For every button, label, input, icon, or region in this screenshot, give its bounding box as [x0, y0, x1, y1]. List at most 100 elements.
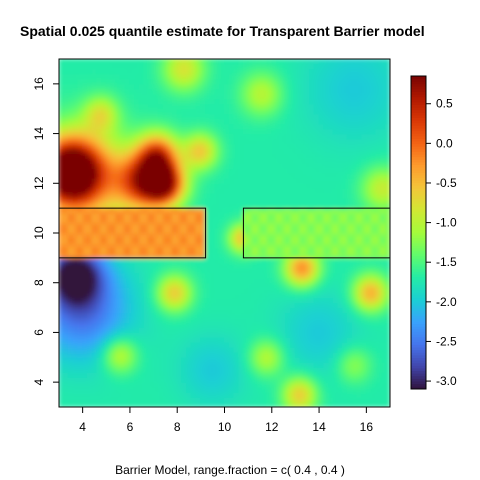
heatmap-cell [224, 292, 230, 299]
heatmap-cell [162, 391, 169, 398]
heatmap-cell [91, 391, 98, 398]
heatmap-cell [370, 267, 377, 274]
heatmap-cell [105, 277, 112, 284]
heatmap-cell [280, 242, 287, 249]
heatmap-cell [332, 152, 339, 159]
heatmap-cell [72, 356, 79, 363]
heatmap-cell [342, 381, 348, 388]
heatmap-cell [361, 138, 367, 145]
heatmap-cell [238, 172, 244, 179]
heatmap-cell [228, 207, 235, 214]
heatmap-cell [328, 351, 334, 358]
heatmap-cell [72, 68, 79, 75]
heatmap-cell [63, 162, 69, 169]
heatmap-cell [332, 138, 339, 145]
heatmap-cell [143, 123, 150, 130]
heatmap-cell [86, 396, 93, 403]
heatmap-cell [63, 277, 69, 284]
heatmap-cell [361, 317, 367, 323]
heatmap-cell [162, 113, 169, 120]
heatmap-cell [214, 197, 221, 204]
heatmap-cell [115, 272, 121, 279]
heatmap-cell [356, 376, 363, 383]
heatmap-cell [143, 282, 150, 289]
heatmap-cell [86, 143, 93, 149]
heatmap-cell [252, 78, 259, 85]
heatmap-cell [209, 307, 216, 314]
heatmap-cell [252, 331, 259, 338]
heatmap-cell [318, 167, 325, 174]
heatmap-cell [167, 128, 173, 135]
heatmap-cell [186, 83, 192, 90]
heatmap-cell [153, 307, 159, 314]
heatmap-cell [171, 381, 178, 388]
heatmap-cell [238, 297, 244, 304]
heatmap-cell [219, 381, 225, 388]
heatmap-cell [219, 63, 225, 70]
heatmap-cell [143, 147, 150, 154]
heatmap-cell [105, 401, 112, 407]
heatmap-cell [261, 207, 268, 214]
heatmap-cell [124, 366, 131, 373]
heatmap-cell [228, 167, 235, 174]
heatmap-cell [59, 346, 65, 353]
heatmap-cell [332, 123, 339, 130]
heatmap-cell [219, 326, 225, 333]
heatmap-cell [242, 138, 249, 145]
heatmap-cell [309, 247, 315, 254]
heatmap-cell [186, 292, 192, 299]
heatmap-cell [134, 227, 140, 234]
heatmap-cell [86, 73, 93, 80]
heatmap-cell [134, 307, 140, 314]
heatmap-cell [59, 167, 65, 174]
heatmap-cell [91, 68, 98, 75]
heatmap-cell [205, 177, 211, 184]
heatmap-cell [323, 371, 330, 378]
heatmap-cell [356, 138, 363, 145]
heatmap-cell [205, 272, 211, 279]
heatmap-cell [261, 143, 268, 149]
heatmap-cell [63, 108, 69, 115]
heatmap-cell [143, 143, 150, 149]
heatmap-cell [309, 147, 315, 154]
heatmap-cell [365, 93, 372, 100]
heatmap-cell [205, 138, 211, 145]
heatmap-cell [134, 212, 140, 219]
heatmap-cell [318, 331, 325, 338]
heatmap-cell [67, 282, 74, 289]
heatmap-cell [67, 227, 74, 234]
heatmap-cell [252, 93, 259, 100]
heatmap-cell [209, 202, 216, 209]
heatmap-cell [143, 237, 150, 244]
heatmap-cell [205, 143, 211, 149]
heatmap-cell [219, 331, 225, 338]
heatmap-cell [63, 376, 69, 383]
heatmap-cell [186, 302, 192, 309]
heatmap-cell [162, 331, 169, 338]
heatmap-cell [332, 282, 339, 289]
heatmap-cell [134, 312, 140, 319]
heatmap-cell [342, 157, 348, 164]
heatmap-cell [304, 401, 311, 407]
heatmap-cell [82, 118, 88, 125]
heatmap-cell [294, 128, 301, 135]
heatmap-cell [153, 222, 159, 229]
heatmap-cell [318, 317, 325, 323]
heatmap-cell [200, 93, 207, 100]
heatmap-cell [233, 232, 240, 239]
heatmap-cell [361, 108, 367, 115]
heatmap-cell [224, 386, 230, 393]
heatmap-cell [91, 252, 98, 259]
heatmap-cell [313, 361, 320, 368]
heatmap-cell [238, 98, 244, 105]
heatmap-cell [252, 321, 259, 328]
heatmap-cell [299, 242, 306, 249]
heatmap-cell [294, 267, 301, 274]
heatmap-cell [124, 361, 131, 368]
heatmap-cell [134, 103, 140, 110]
heatmap-cell [280, 312, 287, 319]
heatmap-cell [356, 123, 363, 130]
heatmap-cell [119, 237, 126, 244]
heatmap-cell [200, 331, 207, 338]
heatmap-cell [167, 123, 173, 130]
